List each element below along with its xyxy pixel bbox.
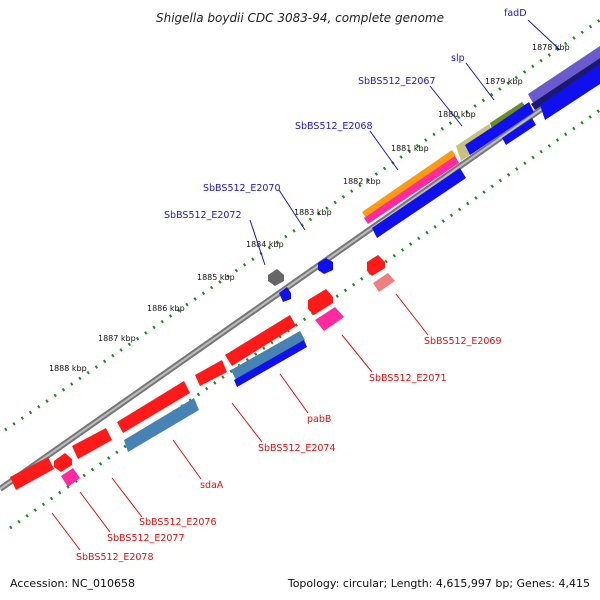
reverse-gene-label-text: SbBS512_E2069 SbBS512_E2071 pabB SbBS512… <box>76 336 502 563</box>
gene-label-fadD[interactable]: fadD <box>504 8 527 19</box>
kbp-labels: 1878 kbp 1879 kbp 1880 kbp 1881 kbp 1882… <box>49 43 570 373</box>
feature-SbBS512_E2069-salmon[interactable] <box>373 273 395 292</box>
feature-SbBS512_E2072-blue[interactable] <box>279 287 291 302</box>
feature-pabB-red[interactable] <box>225 315 296 366</box>
feature-fadD-inner[interactable] <box>531 58 600 110</box>
feature-SbBS512_E2078[interactable] <box>10 457 54 490</box>
kbp-label: 1887 kbp <box>98 334 136 343</box>
kbp-label: 1883 kbp <box>294 208 332 217</box>
feature-fadD-outer[interactable] <box>528 46 600 103</box>
map-title: Shigella boydii CDC 3083-94, complete ge… <box>156 11 444 25</box>
gene-label-SbBS512_E2076[interactable]: SbBS512_E2076 <box>139 517 217 528</box>
gene-label-SbBS512_E2077[interactable]: SbBS512_E2077 <box>107 533 185 544</box>
feature-SbBS512_E2068-orange[interactable] <box>362 150 456 218</box>
gene-label-SbBS512_E2068[interactable]: SbBS512_E2068 <box>295 121 373 132</box>
kbp-label: 1880 kbp <box>438 110 476 119</box>
feature-SbBS512_E2072-gray[interactable] <box>268 269 284 286</box>
feature-pabB-blue[interactable] <box>234 340 307 387</box>
feature-SbBS512_E2068-magenta[interactable] <box>364 156 459 224</box>
kbp-label: 1888 kbp <box>49 364 87 373</box>
feature-SbBS512_E2077-red[interactable] <box>54 453 72 472</box>
kbp-label: 1881 kbp <box>391 144 429 153</box>
feature-sdaA-red[interactable] <box>117 381 190 433</box>
reverse-gene-labels <box>51 293 429 551</box>
gene-label-SbBS512_E2067[interactable]: SbBS512_E2067 <box>358 76 436 87</box>
feature-SbBS512_E2074[interactable] <box>195 360 227 386</box>
feature-sdaA-steel[interactable] <box>124 398 199 452</box>
gene-label-SbBS512_E2072[interactable]: SbBS512_E2072 <box>164 210 242 221</box>
feature-SbBS512_E2070[interactable] <box>318 258 333 274</box>
gene-label-pabB[interactable]: pabB <box>307 414 331 425</box>
genome-backbone <box>0 65 600 492</box>
kbp-label: 1882 kbp <box>343 177 381 186</box>
feature-blue-band-1[interactable] <box>372 168 466 238</box>
feature-blue-band-2[interactable] <box>465 102 534 155</box>
feature-SbBS512_E2071-red[interactable] <box>308 289 333 315</box>
feature-blue-band-4[interactable] <box>540 64 600 120</box>
gene-label-SbBS512_E2071[interactable]: SbBS512_E2071 <box>369 373 447 384</box>
kbp-label: 1884 kbp <box>246 240 284 249</box>
feature-SbBS512_E2069-red[interactable] <box>367 255 385 276</box>
tick-ring-inner <box>9 108 600 530</box>
feature-SbBS512_E2077-magenta[interactable] <box>61 468 80 487</box>
forward-gene-label-text: fadD slp SbBS512_E2067 SbBS512_E2068 SbB… <box>164 8 527 221</box>
genome-stats-text: Topology: circular; Length: 4,615,997 bp… <box>287 577 590 590</box>
gene-label-SbBS512_E2070[interactable]: SbBS512_E2070 <box>203 183 281 194</box>
gene-label-SbBS512_E2069[interactable]: SbBS512_E2069 <box>424 336 502 347</box>
gene-label-SbBS512_E2074[interactable]: SbBS512_E2074 <box>258 443 336 454</box>
feature-SbBS512_E2071-magenta[interactable] <box>315 307 344 331</box>
kbp-label: 1886 kbp <box>147 304 185 313</box>
accession-text: Accession: NC_010658 <box>10 577 135 590</box>
feature-pabB-steel[interactable] <box>231 331 305 380</box>
tick-rings <box>4 18 600 530</box>
gene-label-SbBS512_E2078[interactable]: SbBS512_E2078 <box>76 552 154 563</box>
feature-blue-band-3[interactable] <box>502 118 536 145</box>
kbp-label: 1879 kbp <box>485 77 523 86</box>
feature-SbBS512_E2076[interactable] <box>72 428 112 459</box>
gene-label-sdaA[interactable]: sdaA <box>200 480 224 491</box>
kbp-label: 1878 kbp <box>532 43 570 52</box>
gene-label-slp[interactable]: slp <box>451 53 465 64</box>
tick-ring-outer <box>4 18 600 432</box>
forward-gene-labels <box>249 19 561 266</box>
kbp-label: 1885 kbp <box>197 273 235 282</box>
